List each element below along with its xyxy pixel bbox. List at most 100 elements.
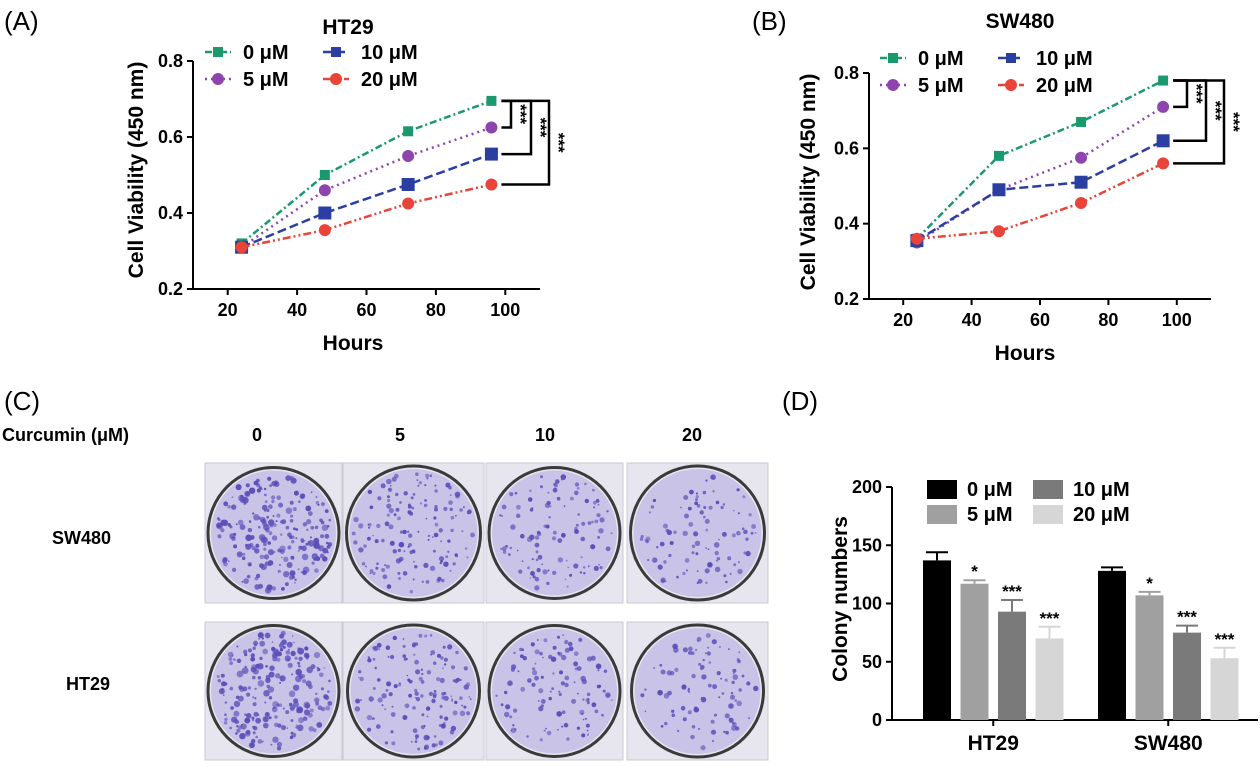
- colony-dot: [254, 697, 257, 700]
- data-point: [1076, 116, 1087, 127]
- colony-dot: [262, 648, 269, 655]
- colony-dot: [573, 563, 579, 569]
- colony-dot: [542, 569, 548, 575]
- colony-dot: [433, 690, 437, 693]
- colony-dot: [284, 655, 291, 662]
- colony-dot: [259, 563, 264, 568]
- colony-dot: [231, 504, 237, 510]
- colony-dot: [406, 530, 410, 533]
- colony-dot: [224, 713, 227, 716]
- colony-dot: [712, 490, 715, 493]
- colony-dot: [514, 491, 518, 495]
- colony-dot: [443, 657, 448, 662]
- conc-label-10: 10: [535, 425, 555, 445]
- data-point: [318, 224, 331, 237]
- colony-dot: [415, 737, 418, 740]
- significance-label: ***: [1187, 84, 1206, 104]
- colony-dot: [592, 488, 595, 492]
- colony-dot: [227, 560, 230, 563]
- colony-dot: [710, 729, 717, 735]
- colony-dot: [285, 525, 290, 530]
- colony-dot: [560, 474, 567, 480]
- colony-dot: [243, 649, 248, 654]
- colony-dot: [421, 672, 424, 676]
- colony-dot: [293, 527, 296, 531]
- colony-dot: [468, 696, 471, 698]
- colony-dot: [416, 479, 419, 481]
- colony-dot: [254, 687, 257, 690]
- colony-dot: [280, 641, 282, 644]
- colony-dot: [252, 646, 256, 650]
- colony-dot: [305, 505, 312, 512]
- colony-dot: [699, 510, 704, 515]
- colony-dot: [737, 568, 743, 575]
- colony-dot: [561, 725, 564, 728]
- colony-dot: [568, 641, 573, 647]
- colony-dot: [708, 661, 712, 664]
- colony-dot: [593, 565, 599, 572]
- colony-dot: [437, 653, 441, 658]
- colony-dot: [546, 581, 550, 586]
- colony-dot: [267, 541, 272, 545]
- colony-dot: [561, 710, 566, 714]
- colony-dot: [539, 738, 543, 742]
- colony-dot: [301, 553, 309, 561]
- colony-dot: [501, 504, 507, 510]
- colony-dot: [573, 681, 576, 684]
- colony-dot: [526, 536, 533, 543]
- colony-dot: [516, 504, 521, 510]
- colony-dot: [443, 691, 447, 695]
- colony-dot: [291, 540, 295, 544]
- colony-dot: [695, 498, 698, 502]
- colony-dot: [700, 664, 705, 670]
- colony-dot: [736, 658, 740, 662]
- colony-dot: [684, 558, 690, 563]
- colony-dot: [301, 540, 304, 543]
- colony-dot: [264, 712, 270, 717]
- colony-dot: [315, 496, 318, 498]
- colony-dot: [296, 706, 304, 714]
- colony-dot: [552, 645, 557, 650]
- colony-dot: [303, 701, 311, 709]
- colony-dot: [415, 697, 421, 702]
- colony-dot: [439, 715, 443, 719]
- colony-dot: [326, 524, 330, 528]
- series-line: [916, 105, 1164, 244]
- legend-label: 0 μM: [918, 48, 964, 70]
- colony-dot: [527, 566, 531, 570]
- series-line: [916, 139, 1164, 242]
- colony-dot: [587, 521, 592, 525]
- colony-dot: [281, 639, 287, 645]
- colony-dot: [419, 502, 422, 505]
- colony-dot: [252, 675, 256, 680]
- colony-dot: [452, 562, 456, 566]
- colony-dot: [693, 531, 699, 537]
- colony-dot: [223, 501, 229, 507]
- colony-dot: [736, 530, 741, 536]
- colony-dot: [368, 696, 374, 702]
- x-tick-label: 80: [1098, 310, 1118, 330]
- colony-dot: [286, 562, 293, 568]
- bar: [1098, 570, 1126, 720]
- colony-dot: [367, 656, 371, 659]
- colony-dot: [546, 730, 552, 736]
- colony-dot: [540, 699, 546, 704]
- colony-dot: [307, 511, 313, 516]
- colony-dot: [547, 569, 550, 572]
- colony-dot: [540, 475, 543, 479]
- colony-dot: [296, 724, 304, 732]
- data-point: [1074, 175, 1088, 189]
- panel-label-b: (B): [752, 6, 787, 36]
- colony-dot: [564, 578, 567, 581]
- series-line: [241, 183, 492, 249]
- data-point: [318, 184, 331, 197]
- colony-dot: [245, 543, 252, 550]
- colony-dot: [694, 648, 698, 652]
- conc-label-5: 5: [395, 425, 405, 445]
- colony-dot: [313, 541, 320, 547]
- colony-dot: [461, 530, 464, 533]
- colony-dot: [236, 551, 243, 558]
- colony-dot: [447, 539, 451, 543]
- legend-marker: [1006, 53, 1016, 63]
- colony-dot: [302, 566, 310, 574]
